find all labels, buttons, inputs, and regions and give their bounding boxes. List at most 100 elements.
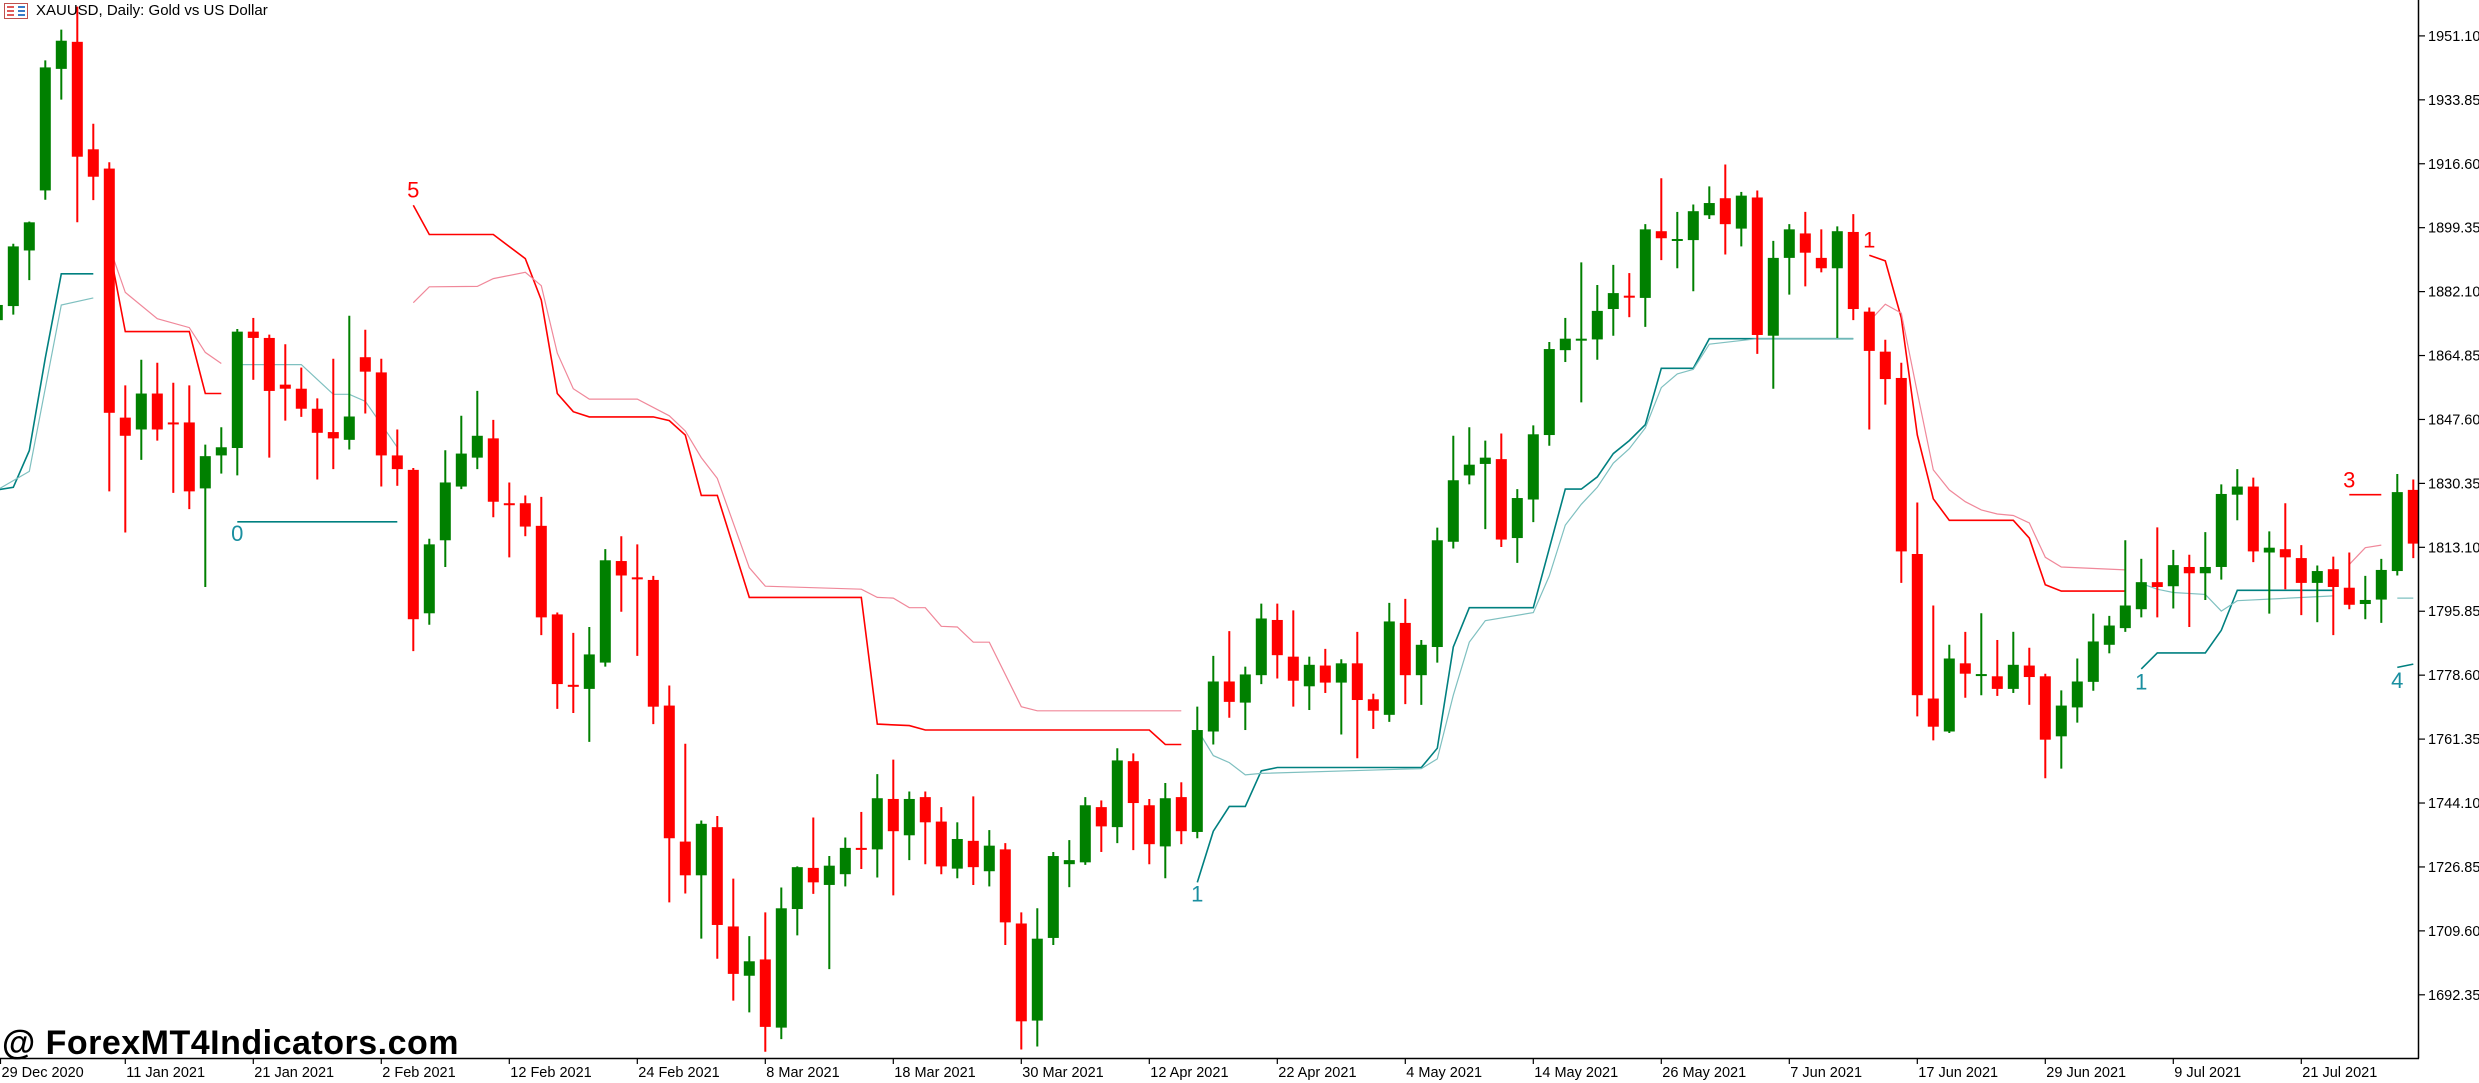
candle-body bbox=[247, 331, 259, 338]
candle-body bbox=[279, 384, 291, 389]
bearish-candle bbox=[359, 329, 371, 414]
candle-body bbox=[711, 827, 723, 925]
bearish-candle bbox=[1623, 273, 1635, 318]
candle-body bbox=[1351, 663, 1363, 701]
price-tick-label: 1813.10 bbox=[2428, 540, 2479, 556]
candle-body bbox=[583, 654, 595, 689]
candle-body bbox=[535, 525, 547, 618]
candles bbox=[0, 6, 2419, 1052]
bearish-candle bbox=[999, 843, 1011, 945]
bearish-candle bbox=[1175, 782, 1187, 845]
bullish-candle bbox=[23, 221, 35, 281]
bullish-candle bbox=[2087, 613, 2099, 691]
candle-body bbox=[2231, 486, 2243, 495]
candle-body bbox=[519, 503, 531, 527]
candle-body bbox=[2023, 665, 2035, 678]
candle-body bbox=[1063, 860, 1075, 865]
candle-body bbox=[1543, 349, 1555, 436]
bearish-candle bbox=[1287, 610, 1299, 707]
candle-body bbox=[375, 372, 387, 456]
bullish-candle bbox=[775, 887, 787, 1040]
bearish-candle bbox=[919, 791, 931, 865]
candle-body bbox=[903, 798, 915, 836]
date-tick-label: 21 Jul 2021 bbox=[2302, 1065, 2377, 1081]
candle-body bbox=[1127, 761, 1139, 804]
bullish-candle bbox=[2135, 558, 2147, 618]
bearish-candle bbox=[2039, 673, 2051, 779]
bullish-candle bbox=[39, 60, 51, 200]
candle-body bbox=[439, 482, 451, 541]
bullish-candle bbox=[231, 329, 243, 476]
candle-body bbox=[2263, 547, 2275, 553]
bearish-candle bbox=[519, 495, 531, 537]
date-tick-label: 29 Jun 2021 bbox=[2046, 1065, 2126, 1081]
candle-body bbox=[1639, 229, 1651, 298]
bearish-candle bbox=[2247, 477, 2259, 563]
date-tick-label: 11 Jan 2021 bbox=[126, 1065, 205, 1081]
bullish-candle bbox=[1639, 224, 1651, 327]
price-tick-label: 1864.85 bbox=[2428, 349, 2479, 365]
candle-body bbox=[823, 865, 835, 885]
bullish-candle bbox=[1783, 224, 1795, 295]
candle-body bbox=[1863, 311, 1875, 351]
support-main-line bbox=[2397, 663, 2414, 669]
indicator-lines bbox=[0, 204, 2414, 883]
candle-body bbox=[2087, 641, 2099, 682]
bearish-candle bbox=[807, 817, 819, 894]
candle-body bbox=[1847, 231, 1859, 310]
price-tick-label: 1899.35 bbox=[2428, 221, 2479, 237]
candle-body bbox=[1831, 231, 1843, 269]
date-tick-label: 24 Feb 2021 bbox=[638, 1065, 719, 1081]
candle-body bbox=[1303, 664, 1315, 687]
bullish-candle bbox=[1079, 797, 1091, 865]
candle-body bbox=[1991, 676, 2003, 689]
indicator-count-label: 1 bbox=[2135, 669, 2147, 694]
bearish-candle bbox=[167, 382, 179, 493]
candle-body bbox=[39, 67, 51, 191]
bearish-candle bbox=[759, 912, 771, 1052]
price-tick-label: 1761.35 bbox=[2428, 732, 2479, 748]
bearish-candle bbox=[1351, 631, 1363, 759]
candle-body bbox=[1783, 229, 1795, 258]
price-tick-label: 1847.60 bbox=[2428, 412, 2479, 428]
bearish-candle bbox=[2183, 554, 2195, 628]
date-tick-label: 18 Mar 2021 bbox=[894, 1065, 975, 1081]
bullish-candle bbox=[2391, 473, 2403, 576]
bullish-candle bbox=[55, 29, 67, 100]
bullish-candle bbox=[1303, 656, 1315, 711]
bullish-candle bbox=[1255, 603, 1267, 685]
bearish-candle bbox=[1367, 693, 1379, 729]
chart-window-icon bbox=[4, 2, 28, 19]
candle-body bbox=[71, 41, 83, 157]
candle-body bbox=[1095, 807, 1107, 827]
candle-body bbox=[2215, 493, 2227, 567]
candle-body bbox=[1143, 805, 1155, 845]
candle-body bbox=[1463, 464, 1475, 476]
candle-body bbox=[775, 908, 787, 1028]
candle-body bbox=[599, 560, 611, 663]
resistance-main-line bbox=[108, 247, 222, 395]
bearish-candle bbox=[1495, 433, 1507, 547]
indicator-count-label: 5 bbox=[407, 177, 419, 202]
bullish-candle bbox=[1831, 226, 1843, 338]
resistance-main-line bbox=[412, 204, 1182, 746]
bullish-candle bbox=[343, 315, 355, 450]
bearish-candle bbox=[263, 334, 275, 458]
bullish-candle bbox=[199, 444, 211, 587]
date-tick-label: 9 Jul 2021 bbox=[2174, 1065, 2241, 1081]
bearish-candle bbox=[1271, 603, 1283, 679]
date-tick-label: 12 Apr 2021 bbox=[1150, 1065, 1228, 1081]
candle-body bbox=[1223, 681, 1235, 702]
bullish-candle bbox=[1447, 435, 1459, 549]
date-tick-label: 21 Jan 2021 bbox=[254, 1065, 334, 1081]
candle-body bbox=[999, 849, 1011, 923]
bearish-candle bbox=[327, 358, 339, 470]
bullish-candle bbox=[1671, 211, 1683, 269]
bearish-candle bbox=[1815, 229, 1827, 273]
bullish-candle bbox=[1415, 639, 1427, 705]
bullish-candle bbox=[903, 791, 915, 861]
support-soft-line bbox=[2141, 583, 2334, 612]
bullish-candle bbox=[1031, 908, 1043, 1047]
